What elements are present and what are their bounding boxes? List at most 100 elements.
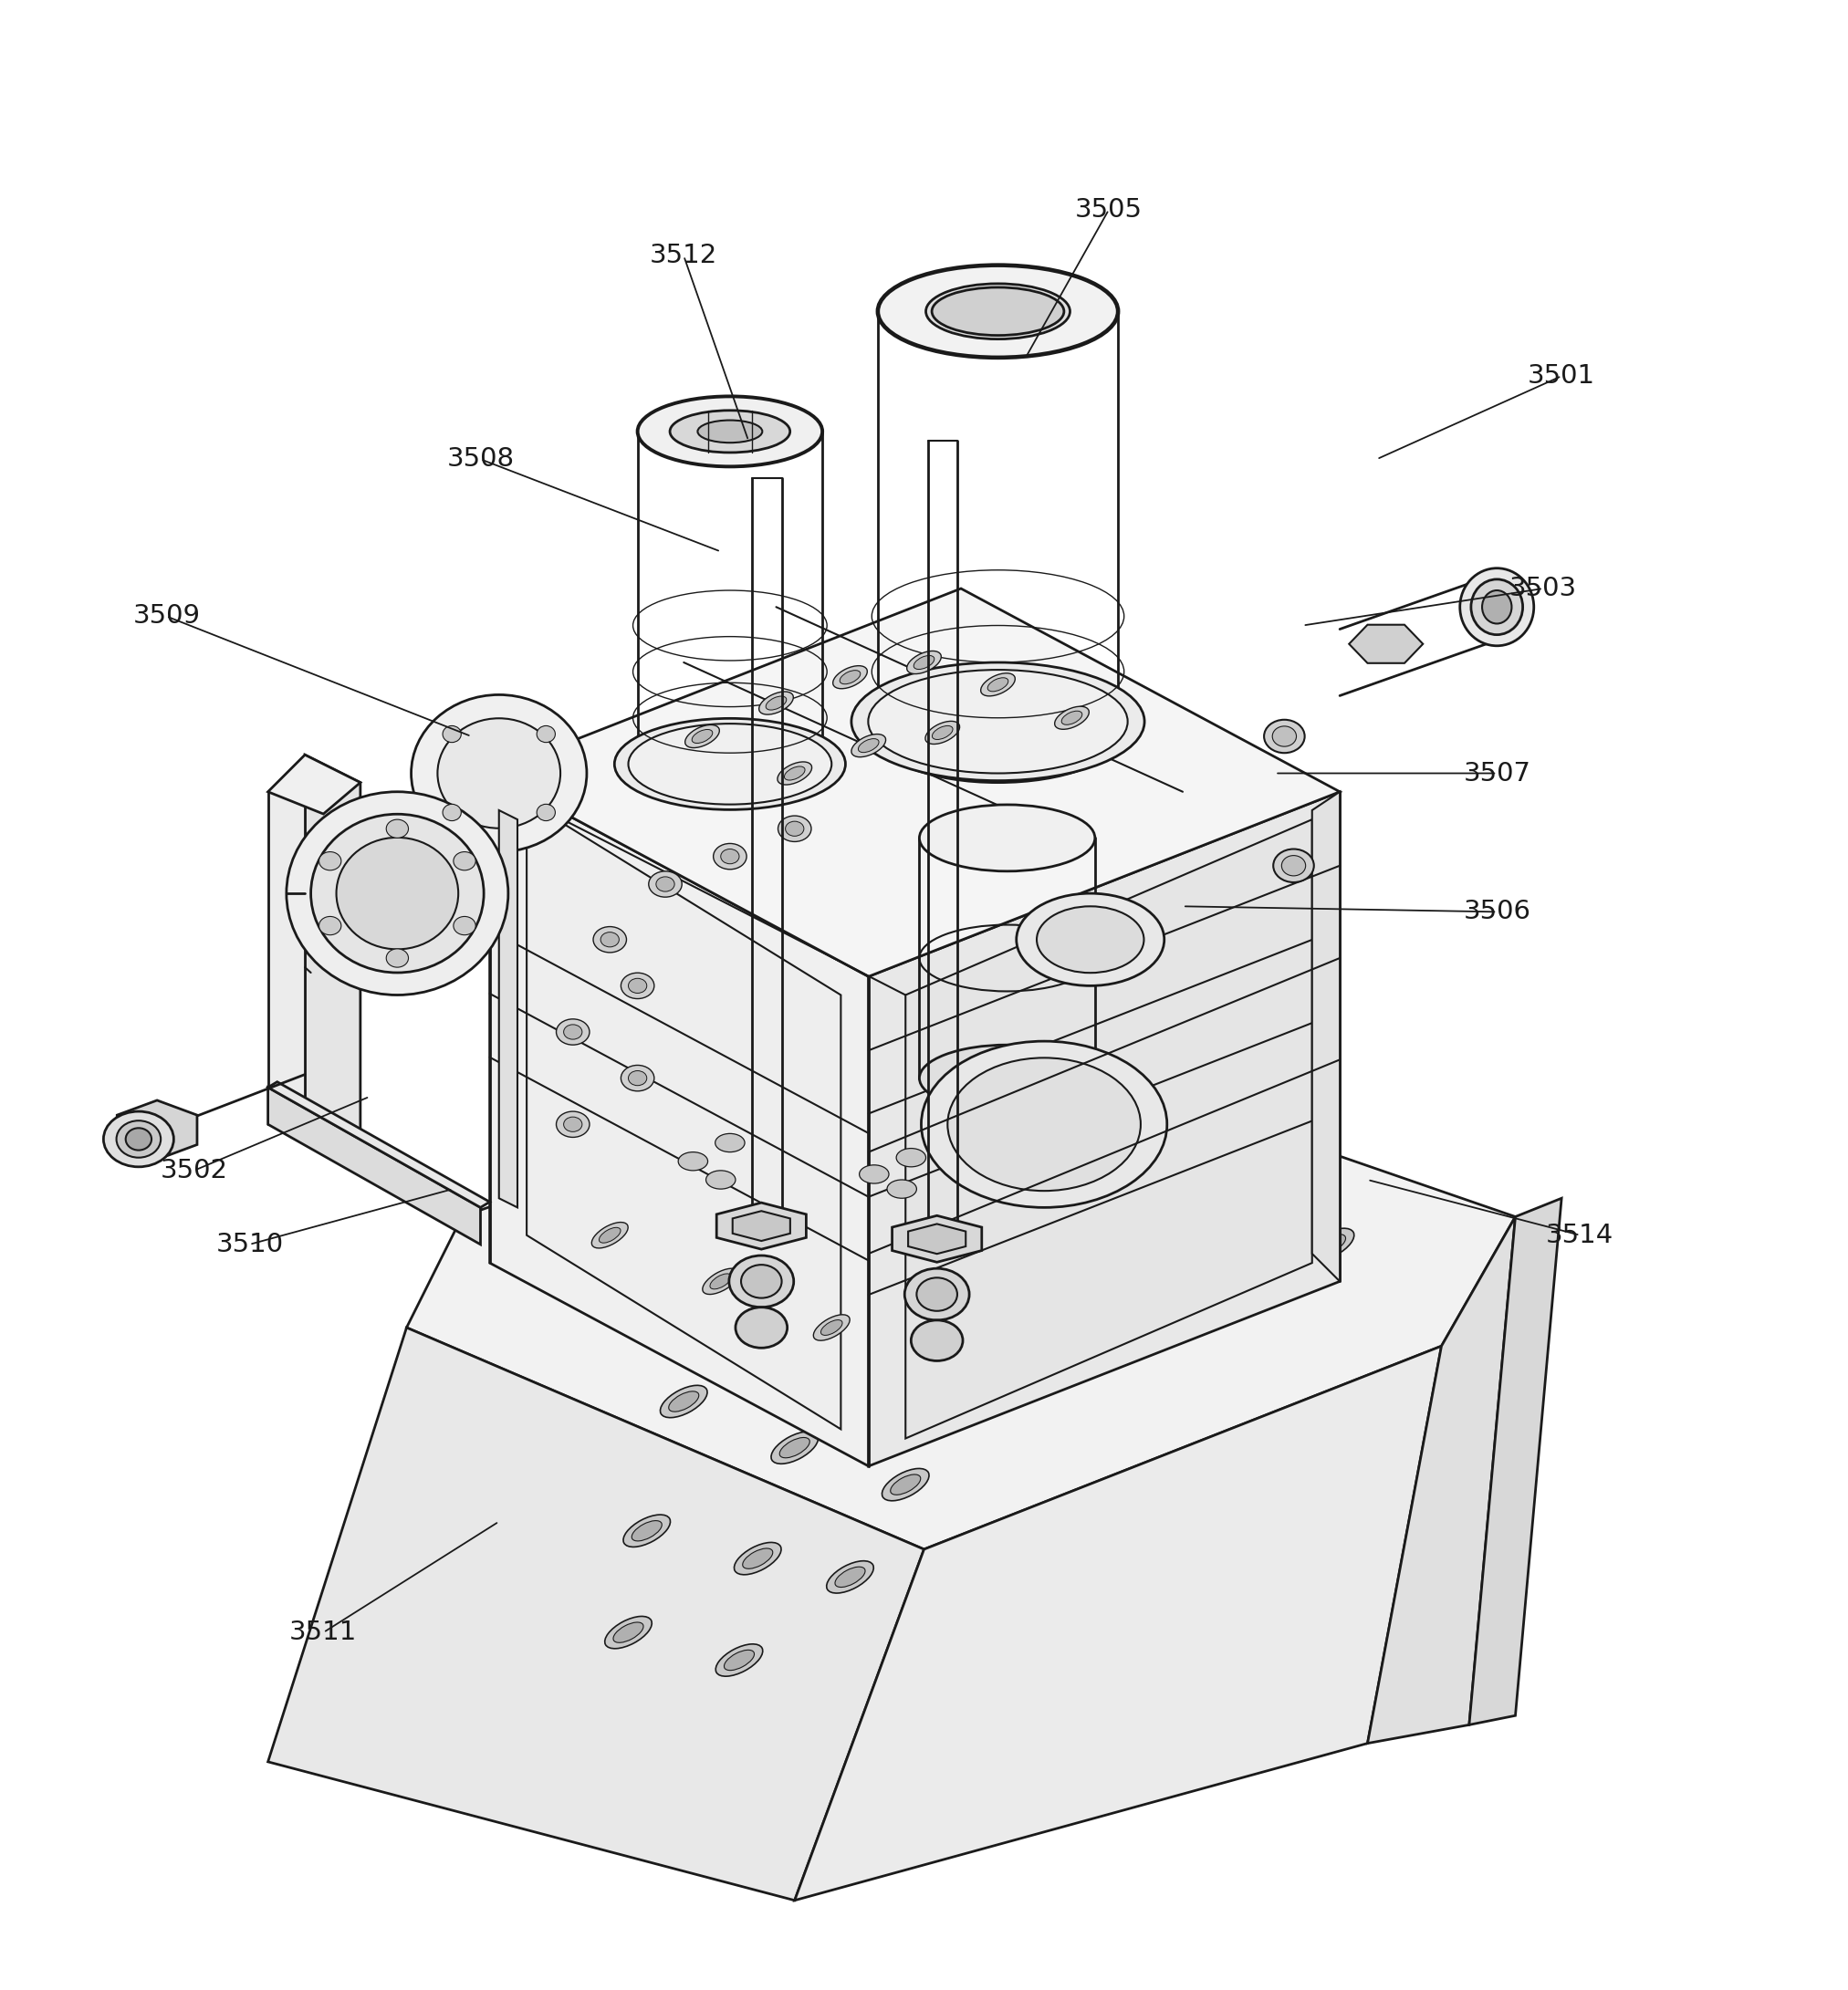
Ellipse shape [1196,1256,1244,1288]
Ellipse shape [852,663,1144,780]
Ellipse shape [736,1307,787,1347]
Text: 3514: 3514 [1547,1222,1613,1248]
Polygon shape [893,1216,981,1262]
Ellipse shape [1307,1228,1355,1260]
Polygon shape [268,1083,490,1208]
Ellipse shape [638,738,822,808]
Ellipse shape [710,1274,732,1290]
Ellipse shape [821,1319,843,1335]
Ellipse shape [621,973,654,999]
Ellipse shape [438,718,560,828]
Text: 3510: 3510 [216,1232,283,1258]
Ellipse shape [887,1180,917,1198]
Ellipse shape [591,1222,628,1248]
Polygon shape [305,754,360,1152]
Polygon shape [907,1224,967,1254]
Ellipse shape [1061,710,1083,724]
Ellipse shape [453,917,475,935]
Ellipse shape [920,804,1094,872]
Ellipse shape [1016,894,1164,985]
Polygon shape [1368,1216,1515,1743]
Ellipse shape [604,1616,652,1648]
Polygon shape [869,792,1340,1467]
Ellipse shape [103,1110,174,1166]
Ellipse shape [691,730,713,742]
Ellipse shape [536,804,554,820]
Ellipse shape [765,696,787,710]
Ellipse shape [878,691,1118,782]
Ellipse shape [760,693,793,714]
Ellipse shape [1264,720,1305,752]
Text: 3508: 3508 [447,446,514,472]
Polygon shape [499,810,517,1208]
Ellipse shape [913,655,935,669]
Ellipse shape [444,726,462,742]
Text: 3502: 3502 [161,1158,227,1184]
Polygon shape [795,1345,1441,1900]
Ellipse shape [593,927,626,953]
Ellipse shape [621,1065,654,1091]
Ellipse shape [896,1148,926,1166]
Ellipse shape [715,1134,745,1152]
Ellipse shape [410,695,588,852]
Ellipse shape [987,679,1009,691]
Ellipse shape [713,844,747,870]
Ellipse shape [336,838,458,949]
Ellipse shape [310,814,484,973]
Polygon shape [268,754,360,814]
Ellipse shape [948,1059,1140,1190]
Ellipse shape [778,762,811,784]
Ellipse shape [878,265,1118,358]
Ellipse shape [981,673,1015,696]
Ellipse shape [536,726,554,742]
Ellipse shape [628,1071,647,1085]
Ellipse shape [833,667,867,689]
Ellipse shape [556,1019,590,1045]
Ellipse shape [728,1256,795,1307]
Ellipse shape [660,1385,708,1417]
Ellipse shape [1055,706,1088,728]
Text: 3505: 3505 [1076,197,1142,223]
Ellipse shape [835,1566,865,1588]
Ellipse shape [780,1437,809,1459]
Ellipse shape [1037,905,1144,973]
Ellipse shape [699,420,763,442]
Ellipse shape [839,671,861,685]
Polygon shape [268,792,305,1124]
Ellipse shape [734,1542,782,1574]
Ellipse shape [453,852,475,870]
Text: 3512: 3512 [650,243,717,269]
Ellipse shape [126,1128,152,1150]
Text: 3507: 3507 [1464,760,1530,786]
Text: 3511: 3511 [290,1620,357,1646]
Ellipse shape [649,872,682,897]
Ellipse shape [628,724,832,804]
Ellipse shape [686,724,719,748]
Ellipse shape [601,931,619,947]
Ellipse shape [614,1622,643,1642]
Ellipse shape [857,738,880,752]
Ellipse shape [715,1644,763,1676]
Text: 3509: 3509 [133,603,200,629]
Ellipse shape [771,1431,819,1465]
Polygon shape [1349,625,1423,663]
Ellipse shape [813,1315,850,1341]
Ellipse shape [628,979,647,993]
Ellipse shape [320,852,342,870]
Polygon shape [732,1212,791,1242]
Ellipse shape [891,1475,920,1494]
Ellipse shape [678,1152,708,1170]
Ellipse shape [852,734,885,756]
Polygon shape [1469,1198,1562,1725]
Ellipse shape [859,1164,889,1184]
Ellipse shape [632,1520,662,1540]
Ellipse shape [556,1110,590,1136]
Ellipse shape [1460,569,1534,647]
Ellipse shape [1273,850,1314,882]
Text: 3503: 3503 [1510,575,1576,601]
Polygon shape [1312,792,1340,1282]
Ellipse shape [1471,579,1523,635]
Ellipse shape [669,1391,699,1411]
Ellipse shape [116,1120,161,1158]
Ellipse shape [906,1268,968,1319]
